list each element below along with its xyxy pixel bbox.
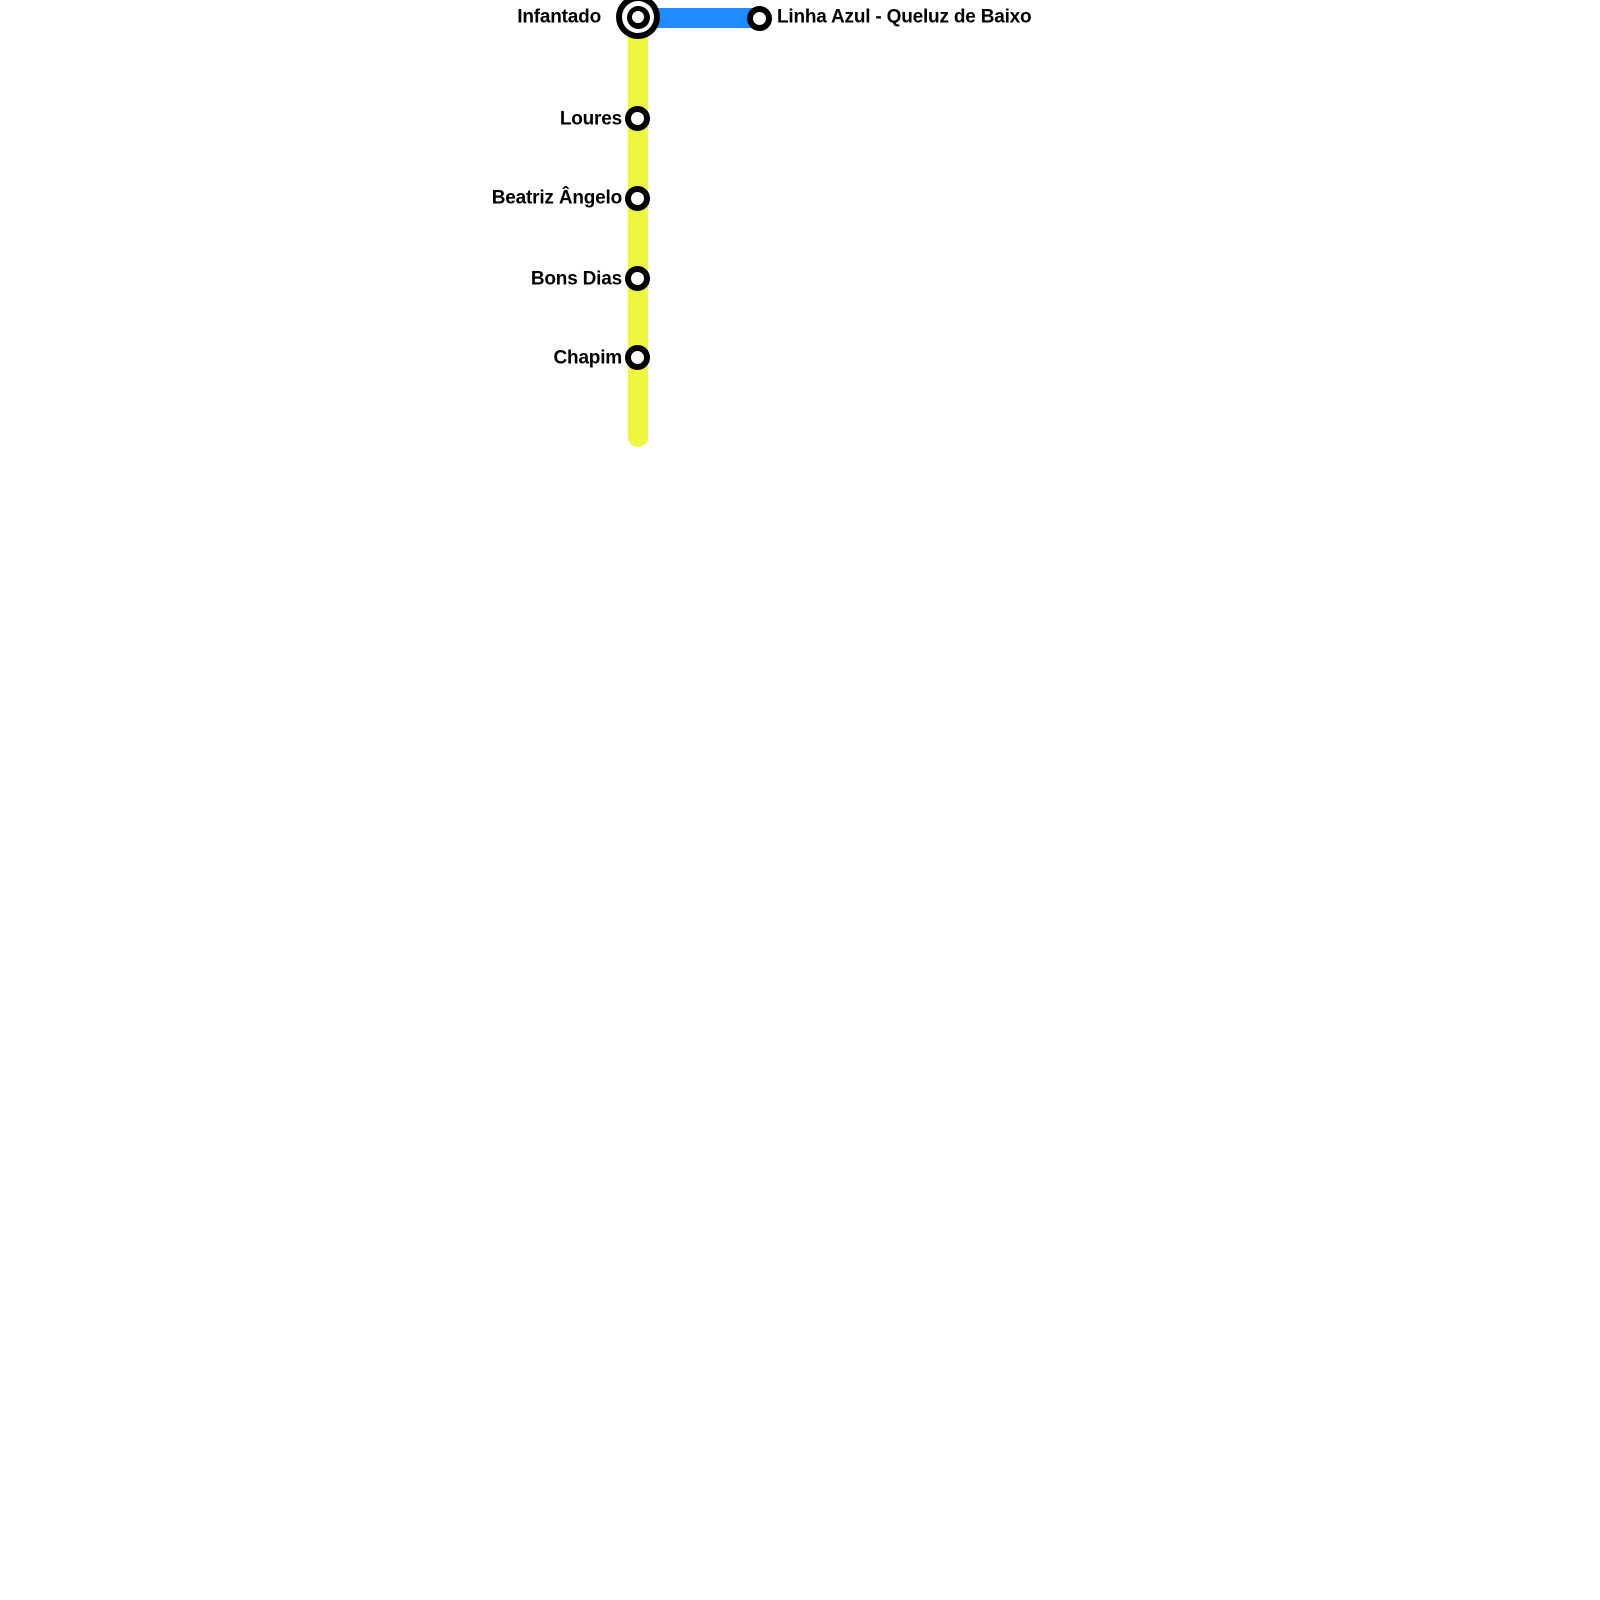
station-label-loures: Loures	[559, 108, 622, 130]
interchange-core	[632, 11, 644, 23]
station-icon-bons-dias	[625, 266, 650, 291]
station-label-infantado: Infantado	[517, 6, 601, 28]
yellow-line-rail	[628, 10, 648, 447]
interchange-station-icon-infantado	[616, 0, 660, 39]
station-label-bons-dias: Bons Dias	[530, 268, 622, 290]
station-icon-beatriz-angelo	[625, 186, 650, 211]
station-icon-linha-azul-terminus	[747, 6, 772, 31]
station-label-chapim: Chapim	[553, 347, 623, 369]
station-label-beatriz-angelo: Beatriz Ângelo	[491, 187, 622, 209]
station-icon-chapim	[625, 345, 650, 370]
interchange-inner-black-ring	[626, 5, 650, 29]
station-label-linha-azul-queluz-de-baixo: Linha Azul - Queluz de Baixo	[777, 6, 1032, 28]
interchange-outer-white-ring	[622, 1, 654, 33]
station-icon-loures	[625, 106, 650, 131]
blue-line-rail	[645, 8, 755, 28]
